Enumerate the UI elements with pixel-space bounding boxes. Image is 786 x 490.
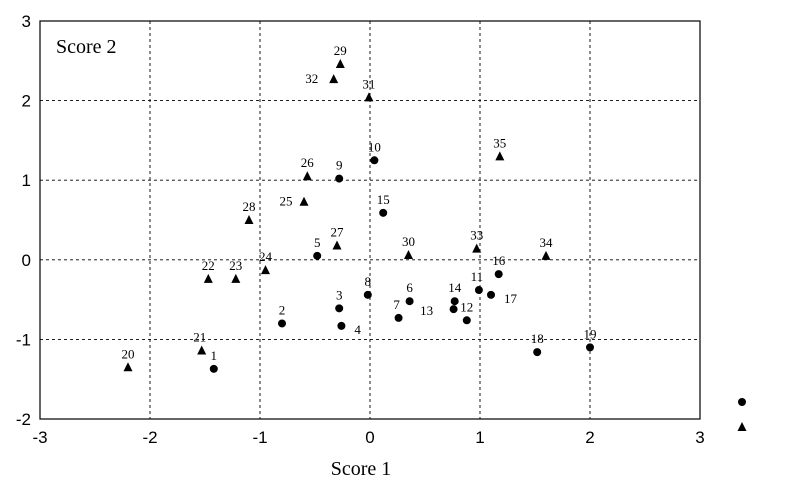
point-label: 33 bbox=[470, 228, 483, 243]
point-label: 13 bbox=[420, 303, 433, 318]
point-label: 9 bbox=[336, 158, 343, 173]
triangle-point bbox=[332, 240, 342, 250]
circle-point bbox=[449, 305, 458, 314]
point-label: 2 bbox=[279, 302, 286, 317]
circle-point bbox=[474, 286, 483, 295]
x-tick-labels: -3 -2 -1 0 1 2 3 bbox=[32, 428, 704, 447]
circle-point bbox=[533, 348, 542, 357]
point-label: 23 bbox=[229, 258, 242, 273]
point-label: 3 bbox=[336, 287, 343, 302]
legend-circle-marker bbox=[738, 398, 746, 406]
point-label: 26 bbox=[301, 155, 315, 170]
y-tick-labels: -2 -1 0 1 2 3 bbox=[16, 12, 31, 429]
point-label: 11 bbox=[471, 269, 484, 284]
circle-point bbox=[313, 251, 322, 260]
x-tick-label: 3 bbox=[695, 428, 704, 447]
y-tick-label: 2 bbox=[22, 92, 31, 111]
triangle-point bbox=[302, 171, 312, 181]
triangle-point bbox=[329, 74, 339, 84]
point-label: 29 bbox=[334, 43, 347, 58]
triangle-point bbox=[472, 243, 482, 253]
y-tick-label: 0 bbox=[22, 251, 31, 270]
point-label: 4 bbox=[354, 322, 361, 337]
point-label: 21 bbox=[193, 330, 206, 345]
circle-point bbox=[586, 343, 594, 352]
x-tick-label: -1 bbox=[252, 428, 267, 447]
triangle-point bbox=[335, 58, 345, 68]
triangle-point bbox=[231, 273, 241, 283]
point-label: 17 bbox=[504, 291, 518, 306]
triangle-point bbox=[123, 362, 133, 372]
x-tick-label: 0 bbox=[365, 428, 374, 447]
triangle-point bbox=[404, 250, 413, 260]
triangle-point bbox=[364, 92, 374, 102]
point-label: 30 bbox=[402, 234, 415, 249]
circle-point bbox=[363, 290, 372, 299]
point-label: 1 bbox=[211, 348, 218, 363]
circle-point bbox=[462, 316, 471, 325]
point-label: 5 bbox=[314, 235, 321, 250]
point-label: 16 bbox=[492, 253, 506, 268]
triangle-point bbox=[299, 196, 309, 206]
y-tick-label: 3 bbox=[22, 12, 31, 31]
circle-point bbox=[337, 321, 346, 330]
plot-frame bbox=[39, 20, 701, 420]
x-tick-label: -2 bbox=[142, 428, 157, 447]
point-label: 8 bbox=[365, 274, 372, 289]
point-label: 22 bbox=[202, 258, 215, 273]
circle-point bbox=[379, 208, 388, 217]
point-label: 20 bbox=[122, 346, 135, 361]
circle-point bbox=[394, 313, 403, 322]
x-tick-label: 1 bbox=[475, 428, 484, 447]
point-label: 6 bbox=[406, 280, 413, 295]
point-label: 10 bbox=[368, 139, 381, 154]
data-points bbox=[123, 58, 594, 373]
point-label: 18 bbox=[531, 331, 544, 346]
point-label: 32 bbox=[305, 71, 318, 86]
circle-point bbox=[487, 290, 495, 299]
y-tick-label: -2 bbox=[16, 410, 31, 429]
y-tick-label: 1 bbox=[22, 171, 31, 190]
point-label: 28 bbox=[243, 199, 256, 214]
circle-point bbox=[209, 364, 218, 373]
point-label: 24 bbox=[259, 249, 273, 264]
x-tick-label: 2 bbox=[585, 428, 594, 447]
circle-point bbox=[405, 297, 414, 306]
point-label: 19 bbox=[584, 326, 597, 341]
grid-lines bbox=[40, 21, 700, 419]
point-label: 12 bbox=[460, 299, 473, 314]
circle-point bbox=[335, 174, 344, 183]
point-label: 7 bbox=[393, 297, 400, 312]
circle-point bbox=[494, 270, 503, 279]
triangle-point bbox=[261, 265, 270, 275]
point-label: 34 bbox=[540, 235, 554, 250]
x-tick-label: -3 bbox=[32, 428, 47, 447]
legend-triangle-marker bbox=[737, 422, 747, 431]
triangle-point bbox=[203, 273, 213, 283]
circle-point bbox=[278, 319, 286, 328]
x-axis-label: Score 1 bbox=[331, 458, 392, 480]
triangle-point bbox=[244, 215, 254, 224]
triangle-point bbox=[495, 151, 505, 161]
point-label: 35 bbox=[493, 135, 506, 150]
point-label: 27 bbox=[331, 224, 345, 239]
y-tick-label: -1 bbox=[16, 330, 31, 349]
chart-title: Score 2 bbox=[56, 36, 117, 58]
circle-point bbox=[450, 297, 459, 306]
triangle-point bbox=[541, 250, 551, 260]
legend bbox=[737, 398, 747, 431]
point-label: 31 bbox=[362, 76, 375, 91]
point-label: 14 bbox=[448, 280, 462, 295]
point-label: 25 bbox=[280, 194, 293, 209]
point-label: 15 bbox=[377, 192, 390, 207]
triangle-point bbox=[197, 345, 207, 355]
circle-point bbox=[335, 304, 344, 313]
circle-point bbox=[370, 156, 379, 165]
